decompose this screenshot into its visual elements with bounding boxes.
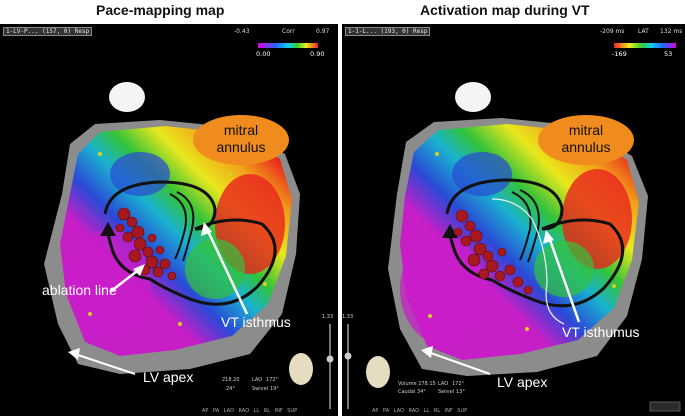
- stat-volume: 218.20: [222, 377, 240, 383]
- apex-arrowhead-icon: [421, 346, 433, 358]
- isthmus-arrowhead-icon: [543, 230, 554, 244]
- mitral-oval: [538, 115, 634, 165]
- isthmus-line-b: [519, 189, 540, 263]
- activation-map-image: [344, 43, 681, 412]
- circuit-return-arrow: [106, 233, 151, 281]
- mitral-word-2: annulus: [561, 139, 611, 155]
- apex-arrow: [427, 351, 491, 375]
- mitral-annulus-label-right: mitral annulus: [537, 114, 635, 165]
- red-zone: [562, 169, 632, 269]
- apex-arrowhead-icon: [68, 348, 80, 360]
- scale-max-top: 0.97: [316, 28, 330, 35]
- yellow-markers: [428, 150, 616, 331]
- ablation-arrow: [109, 267, 142, 293]
- isthmus-line-a: [169, 193, 187, 260]
- arrowhead-icon: [100, 222, 116, 236]
- view-buttons[interactable]: AP PA LAO RAO LL RL INF SUP: [372, 408, 468, 414]
- isthmus-arrow: [547, 236, 581, 323]
- mitral-word-1: mitral: [223, 122, 259, 138]
- stat-lao-val: 172°: [452, 381, 465, 387]
- magenta-zone: [400, 234, 484, 344]
- map-header[interactable]: 1-LV-P... (157, 0) Resp: [3, 27, 93, 36]
- slider-handle[interactable]: [344, 352, 352, 360]
- circuit-lower-loop: [491, 218, 625, 308]
- arrowhead-icon: [442, 224, 458, 238]
- mitral-annulus-label-left: mitral annulus: [192, 114, 290, 165]
- scale-max: 53: [664, 50, 673, 58]
- activation-map-panel: 1-1-L... (193, 0) Resp -209 ms LAT 132 m…: [342, 24, 685, 416]
- lat-scale-bar: [614, 43, 676, 48]
- apex-arrow: [74, 353, 136, 375]
- slider-value: 1.33: [322, 314, 334, 320]
- corr-scale-bar: [258, 43, 318, 48]
- blue-zone: [452, 152, 512, 196]
- scale-name: LAT: [638, 28, 649, 35]
- scale-min: -169: [612, 50, 627, 58]
- white-marker: [109, 82, 145, 112]
- heart-orientation-icon[interactable]: [366, 356, 390, 388]
- white-outline: [491, 198, 565, 325]
- green-zone: [185, 239, 245, 299]
- ablation-arrowhead-icon: [133, 264, 145, 276]
- isthmus-line-b: [176, 191, 195, 262]
- vt-isthumus-label: VT isthumus: [562, 324, 640, 340]
- pace-map-image: [44, 43, 334, 409]
- stat-lao: LAO: [252, 377, 263, 383]
- ablation-dots: [453, 209, 533, 295]
- stat-lao-val: 172°: [266, 377, 279, 383]
- ablation-line-label: ablation line: [42, 282, 117, 298]
- mitral-word-2: annulus: [216, 139, 266, 155]
- stat-swivel: Swivel: [252, 386, 269, 392]
- slider-handle[interactable]: [326, 355, 334, 363]
- left-panel-title: Pace-mapping map: [96, 2, 225, 18]
- stat-volume: Volume 278.15: [398, 381, 436, 387]
- blue-zone: [110, 152, 170, 196]
- white-marker: [455, 82, 491, 112]
- pace-mapping-panel: 1-LV-P... (157, 0) Resp -0.43 Corr 0.97 …: [0, 24, 338, 416]
- lv-apex-label: LV apex: [143, 369, 194, 385]
- stat-caudal: Caudal 34°: [398, 389, 426, 395]
- scale-name: Corr: [282, 28, 295, 35]
- view-buttons[interactable]: AP PA LAO RAO LL RL INF SUP: [202, 408, 298, 414]
- isthmus-line-a: [511, 191, 532, 261]
- green-zone: [534, 241, 594, 297]
- map-header[interactable]: 1-1-L... (193, 0) Resp: [345, 27, 431, 36]
- lv-apex-label: LV apex: [497, 374, 548, 390]
- scale-max: 0.90: [310, 50, 325, 58]
- scale-min-top: -209 ms: [600, 28, 625, 35]
- stat-lao: LAO: [438, 381, 449, 387]
- scale-min-top: -0.43: [234, 28, 250, 35]
- circuit-lower-loop: [149, 218, 277, 306]
- slider-value: 1.33: [342, 314, 354, 320]
- right-panel-title: Activation map during VT: [420, 2, 590, 18]
- isthmus-arrowhead-icon: [201, 222, 212, 236]
- corner-button[interactable]: [649, 401, 681, 412]
- scale-max-top: 132 ms: [660, 28, 683, 35]
- stat-swivel-val: 19°: [270, 386, 279, 392]
- stat-swivel: Swivel: [438, 389, 455, 395]
- stat-axis: 24°: [226, 386, 235, 392]
- mitral-word-1: mitral: [568, 122, 604, 138]
- heart-orientation-icon[interactable]: [289, 353, 313, 385]
- scale-min: 0.00: [256, 50, 271, 58]
- mitral-oval: [193, 115, 289, 165]
- vt-isthmus-label: VT isthmus: [221, 314, 291, 330]
- stat-swivel-val: 13°: [456, 389, 465, 395]
- isthmus-arrow: [205, 228, 249, 315]
